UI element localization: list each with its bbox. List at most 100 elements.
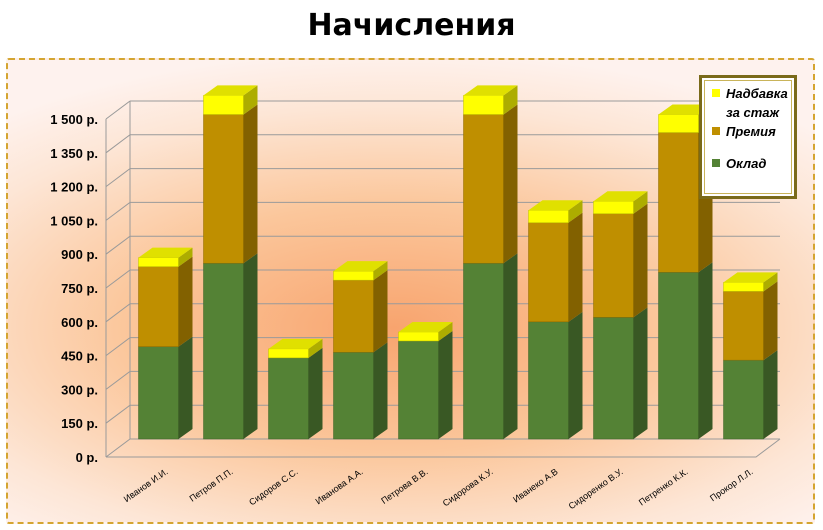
legend-swatch-oklad — [712, 159, 720, 167]
bar-segment — [463, 262, 504, 440]
bar-top — [203, 85, 258, 96]
gridline-side — [105, 337, 131, 357]
x-tick-label: Петренко К.К. — [637, 466, 690, 507]
bar-segment-side — [503, 104, 518, 264]
y-tick-label: 900 р. — [61, 247, 98, 262]
bar-segment — [333, 270, 374, 281]
y-tick-label: 300 р. — [61, 382, 98, 397]
y-tick-label: 1 350 р. — [50, 146, 98, 161]
bar-segment-side — [308, 347, 323, 439]
gridline-side — [105, 269, 131, 289]
bar-top — [138, 247, 193, 258]
bar-segment — [138, 346, 179, 440]
bar-top — [268, 338, 323, 349]
bar-segment-side — [763, 272, 778, 292]
bar-segment-side — [243, 104, 258, 264]
y-tick-label: 1 500 р. — [50, 112, 98, 127]
x-tick-label: Сидоров С.С. — [247, 466, 299, 507]
bar-segment-side — [568, 212, 583, 322]
bar-segment — [333, 351, 374, 440]
bar-segment-side — [763, 350, 778, 439]
bar-segment-side — [438, 321, 453, 341]
bar-segment — [723, 291, 764, 361]
gridline-side — [105, 168, 131, 188]
bar-segment-side — [178, 336, 193, 439]
legend-label-nadbavka: Надбавка за стаж — [726, 86, 788, 120]
bar-top — [333, 261, 388, 272]
bar-segment — [593, 317, 634, 440]
gridline-side — [105, 235, 131, 255]
bar-segment — [463, 114, 504, 264]
bar-segment-side — [243, 85, 258, 115]
bar-segment — [333, 279, 374, 353]
bar-segment-side — [633, 203, 648, 318]
bar-segment-side — [438, 330, 453, 439]
x-tick-label: Петров П.П. — [188, 466, 235, 503]
chart-title: Начисления — [307, 8, 516, 43]
bar-segment-side — [373, 270, 388, 353]
y-tick-label: 1 050 р. — [50, 213, 98, 228]
bar-segment — [658, 132, 699, 273]
bar-segment — [268, 357, 309, 440]
bar-segment-side — [178, 247, 193, 267]
y-tick-label: 450 р. — [61, 349, 98, 364]
gridline-side — [105, 201, 131, 221]
legend-swatch-premiya — [712, 127, 720, 135]
bar-segment — [658, 272, 699, 440]
x-tick-label: Иванеко А.В — [511, 466, 559, 504]
bar-segment — [138, 257, 179, 267]
bar-segment — [723, 359, 764, 440]
legend-item-oklad: Оклад — [710, 154, 794, 173]
legend: Надбавка за стаж Премия Оклад — [699, 75, 797, 199]
gridline-side — [105, 100, 131, 120]
bar-top — [463, 85, 518, 96]
bar-segment-side — [568, 311, 583, 439]
legend-item-nadbavka: Надбавка за стаж — [710, 84, 794, 122]
bar-segment — [268, 348, 309, 359]
y-tick-label: 0 р. — [76, 450, 98, 465]
legend-swatch-nadbavka — [712, 89, 720, 97]
bar-segment — [398, 340, 439, 440]
bar-segment-side — [503, 253, 518, 439]
bar-segment — [528, 210, 569, 223]
x-tick-label: Петрова В.В. — [379, 466, 429, 505]
bar-segment-side — [373, 342, 388, 439]
bar-segment-side — [633, 307, 648, 439]
legend-label-premiya: Премия — [726, 124, 776, 139]
gridline-side — [105, 370, 131, 390]
bar-segment — [203, 262, 244, 440]
bar-segment-side — [503, 85, 518, 115]
bar-segment-side — [633, 191, 648, 214]
x-tick-label: Иванов И.И. — [122, 466, 170, 504]
bar-segment — [463, 95, 504, 115]
bar-top — [593, 191, 648, 202]
bar-segment-side — [243, 253, 258, 439]
bar-segment — [528, 222, 569, 323]
x-tick-label: Сидоренко В.У. — [567, 466, 625, 511]
legend-item-premiya: Премия — [710, 122, 794, 141]
bar-segment — [203, 95, 244, 115]
bar-segment — [593, 201, 634, 214]
gridline-side — [105, 303, 131, 323]
bar-segment-side — [308, 338, 323, 358]
gridline-side — [105, 404, 131, 424]
floor-edge — [106, 438, 781, 458]
legend-label-oklad: Оклад — [726, 156, 767, 171]
bar-top — [398, 321, 453, 332]
bar-segment-side — [178, 256, 193, 347]
x-tick-label: Иванова А.А. — [314, 466, 365, 506]
bar-segment — [723, 282, 764, 292]
bar-segment — [528, 321, 569, 440]
gridline-side — [105, 438, 131, 458]
bar-segment — [138, 266, 179, 347]
bar-segment — [658, 114, 699, 133]
bar-segment — [398, 331, 439, 342]
x-tick-label: Сидорова К.У. — [441, 466, 495, 508]
bar-segment-side — [373, 261, 388, 281]
y-tick-label: 1 200 р. — [50, 180, 98, 195]
bar-segment — [203, 114, 244, 264]
bar-segment-side — [763, 281, 778, 361]
y-tick-label: 750 р. — [61, 281, 98, 296]
y-tick-label: 150 р. — [61, 416, 98, 431]
